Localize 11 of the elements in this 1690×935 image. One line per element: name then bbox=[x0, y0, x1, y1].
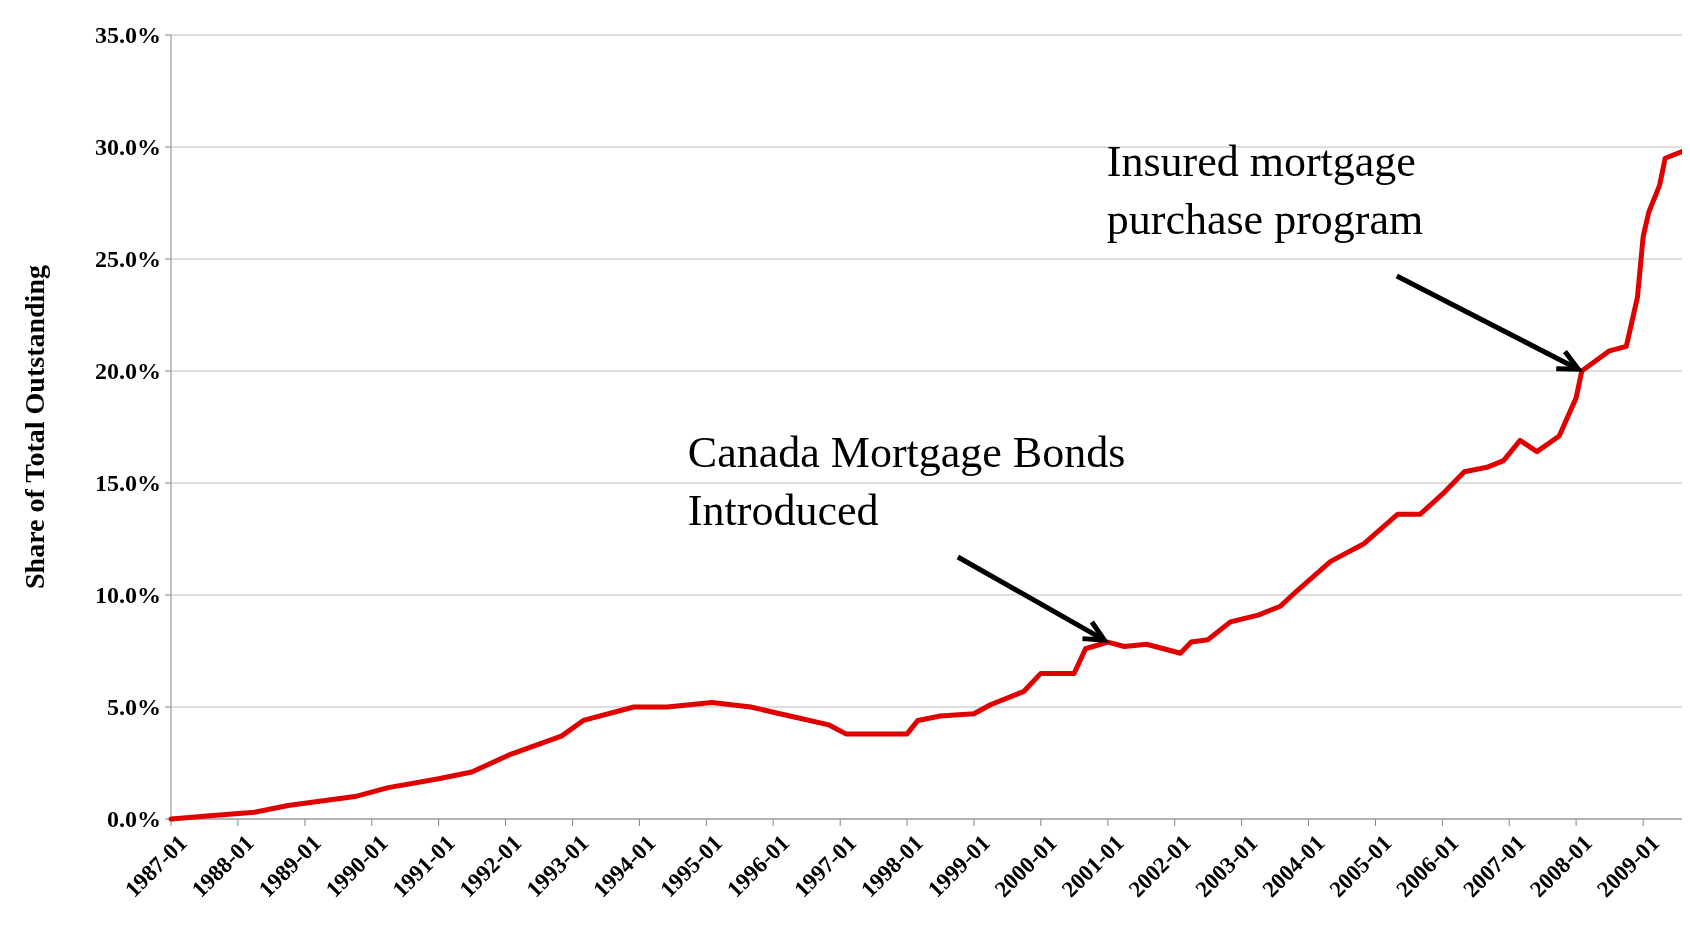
y-tick-label: 15.0% bbox=[95, 470, 161, 497]
y-tick-label: 30.0% bbox=[95, 134, 161, 161]
y-tick-label: 5.0% bbox=[107, 694, 161, 721]
y-tick-label: 0.0% bbox=[107, 806, 161, 833]
y-axis-title: Share of Total Outstanding bbox=[19, 265, 50, 589]
y-tick-label: 10.0% bbox=[95, 582, 161, 609]
annotation: Canada Mortgage Bonds Introduced bbox=[687, 428, 1126, 536]
y-tick-label: 20.0% bbox=[95, 358, 161, 385]
annotation: Insured mortgage purchase program bbox=[1106, 137, 1424, 244]
y-tick-label: 25.0% bbox=[95, 246, 161, 273]
y-tick-label: 35.0% bbox=[95, 22, 161, 49]
